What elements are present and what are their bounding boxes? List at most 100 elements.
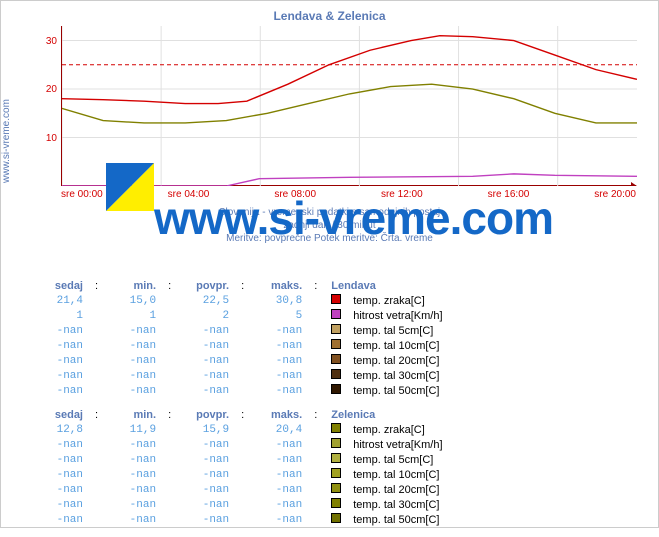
y-tick-label: 10 <box>31 133 57 144</box>
table-row: -nan-nan-nan-nantemp. tal 20cm[C] <box>31 353 449 368</box>
table-row: -nan-nan-nan-nantemp. tal 50cm[C] <box>31 512 449 527</box>
stat-value: -nan <box>31 512 89 527</box>
x-tick-label: sre 12:00 <box>381 189 423 203</box>
stats-table: sedaj:min.:povpr.:maks.:Lendava21,415,02… <box>31 279 449 398</box>
table-row: -nan -nan -nan -nan temp. tal 30cm[C] <box>31 497 449 512</box>
stat-value: -nan <box>250 383 308 398</box>
series-label: temp. tal 20cm[C] <box>347 353 448 368</box>
location-header: Zelenica <box>323 408 448 422</box>
stat-value: -nan <box>31 353 89 368</box>
y-axis-labels: 102030 <box>31 21 57 186</box>
stat-value: -nan <box>177 323 235 338</box>
stat-value: -nan <box>31 482 89 497</box>
stat-value: -nan <box>31 323 89 338</box>
stat-value: -nan <box>104 497 162 512</box>
stat-value: -nan <box>250 497 308 512</box>
series-swatch <box>323 497 347 512</box>
stat-value: 1 <box>104 308 162 323</box>
stats-block: sedaj:min.:povpr.:maks.:Zelenica12,811,9… <box>31 408 631 527</box>
chart-caption: Slovenija - vremenski podatki s samodejn… <box>1 206 658 245</box>
stat-value: -nan <box>104 353 162 368</box>
stat-value: -nan <box>104 383 162 398</box>
stat-value: 1 <box>31 308 89 323</box>
series-label: hitrost vetra[Km/h] <box>347 308 448 323</box>
stat-value: -nan <box>177 467 235 482</box>
stat-value: -nan <box>177 383 235 398</box>
series-swatch <box>323 512 347 527</box>
stat-value: -nan <box>177 482 235 497</box>
y-tick-label: 30 <box>31 36 57 47</box>
stat-value: 11,9 <box>104 422 162 437</box>
series-label: temp. tal 50cm[C] <box>347 512 448 527</box>
x-axis-labels: sre 00:00sre 04:00sre 08:00sre 12:00sre … <box>61 189 636 203</box>
series-swatch <box>323 323 347 338</box>
series-label: temp. tal 5cm[C] <box>347 452 448 467</box>
series-swatch <box>323 467 347 482</box>
chart-area <box>61 26 636 186</box>
x-tick-label: sre 00:00 <box>61 189 103 203</box>
stat-value: -nan <box>250 353 308 368</box>
series-label: temp. zraka[C] <box>347 293 448 308</box>
stat-value: 12,8 <box>31 422 89 437</box>
table-row: -nan-nan-nan-nantemp. tal 5cm[C] <box>31 452 449 467</box>
stat-value: -nan <box>250 338 308 353</box>
series-swatch <box>323 482 347 497</box>
table-row: 12,811,915,920,4temp. zraka[C] <box>31 422 449 437</box>
stat-value: -nan <box>31 368 89 383</box>
table-row: -nan-nan-nan-nantemp. tal 10cm[C] <box>31 338 449 353</box>
stat-value: -nan <box>177 338 235 353</box>
table-row: -nan -nan -nan -nan temp. tal 20cm[C] <box>31 482 449 497</box>
stat-value: -nan <box>31 452 89 467</box>
series-label: temp. tal 5cm[C] <box>347 323 448 338</box>
stat-value: -nan <box>104 368 162 383</box>
stat-value: -nan <box>31 338 89 353</box>
series-swatch <box>323 338 347 353</box>
table-row: -nan-nan-nan-nantemp. tal 10cm[C] <box>31 467 449 482</box>
stat-value: 15,9 <box>177 422 235 437</box>
stat-value: -nan <box>177 368 235 383</box>
stat-value: -nan <box>250 452 308 467</box>
stat-value: -nan <box>31 383 89 398</box>
stat-value: -nan <box>250 482 308 497</box>
x-tick-label: sre 08:00 <box>274 189 316 203</box>
stat-value: -nan <box>250 323 308 338</box>
series-swatch <box>323 383 347 398</box>
stat-value: -nan <box>104 482 162 497</box>
stats-col-header: maks. <box>250 408 308 422</box>
stat-value: -nan <box>104 323 162 338</box>
stat-value: -nan <box>177 497 235 512</box>
stat-value: -nan <box>250 368 308 383</box>
table-row: -nan -nan -nan -nan temp. tal 50cm[C] <box>31 383 449 398</box>
site-label: www.si-vreme.com <box>1 81 15 201</box>
series-label: temp. tal 50cm[C] <box>347 383 448 398</box>
stat-value: 22,5 <box>177 293 235 308</box>
caption-line: Slovenija - vremenski podatki s samodejn… <box>1 206 658 219</box>
series-label: temp. tal 10cm[C] <box>347 467 448 482</box>
stat-value: -nan <box>104 437 162 452</box>
series-label: temp. zraka[C] <box>347 422 448 437</box>
series-label: temp. tal 20cm[C] <box>347 482 448 497</box>
stats-col-header: sedaj <box>31 408 89 422</box>
series-swatch <box>323 308 347 323</box>
stat-value: 2 <box>177 308 235 323</box>
stat-value: -nan <box>31 497 89 512</box>
stat-value: 5 <box>250 308 308 323</box>
table-row: -nan-nan-nan-nanhitrost vetra[Km/h] <box>31 437 449 452</box>
chart-title: Lendava & Zelenica <box>1 9 658 23</box>
location-header: Lendava <box>323 279 448 293</box>
series-swatch <box>323 422 347 437</box>
table-row: -nan -nan -nan -nan temp. tal 5cm[C] <box>31 323 449 338</box>
stats-col-header: sedaj <box>31 279 89 293</box>
stat-value: -nan <box>104 467 162 482</box>
series-label: temp. tal 30cm[C] <box>347 497 448 512</box>
table-row: 21,415,022,530,8temp. zraka[C] <box>31 293 449 308</box>
stats-block: sedaj:min.:povpr.:maks.:Lendava21,415,02… <box>31 279 631 398</box>
stat-value: -nan <box>250 512 308 527</box>
caption-line: Meritve: povprečne Potek meritve: Črta. … <box>1 232 658 245</box>
stat-value: 15,0 <box>104 293 162 308</box>
stat-value: -nan <box>31 437 89 452</box>
series-label: hitrost vetra[Km/h] <box>347 437 448 452</box>
stats-tables: sedaj:min.:povpr.:maks.:Lendava21,415,02… <box>31 279 631 537</box>
stat-value: 30,8 <box>250 293 308 308</box>
stat-value: -nan <box>177 512 235 527</box>
